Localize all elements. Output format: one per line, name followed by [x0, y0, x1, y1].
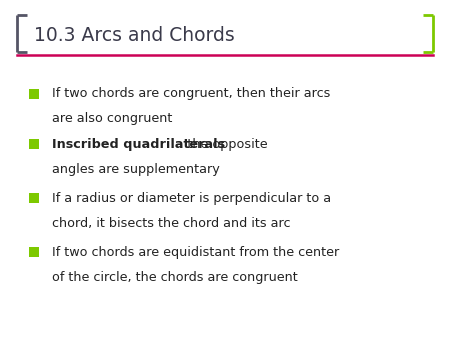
Text: of the circle, the chords are congruent: of the circle, the chords are congruent: [52, 271, 297, 284]
Text: If a radius or diameter is perpendicular to a: If a radius or diameter is perpendicular…: [52, 192, 331, 205]
Text: angles are supplementary: angles are supplementary: [52, 163, 220, 176]
Point: [30, 91, 37, 96]
Point: [30, 250, 37, 255]
Text: are also congruent: are also congruent: [52, 113, 172, 125]
Text: Inscribed quadrilaterals: Inscribed quadrilaterals: [52, 138, 225, 151]
Text: chord, it bisects the chord and its arc: chord, it bisects the chord and its arc: [52, 217, 290, 230]
Text: : the opposite: : the opposite: [179, 138, 268, 151]
Text: 10.3 Arcs and Chords: 10.3 Arcs and Chords: [34, 26, 234, 45]
Text: If two chords are equidistant from the center: If two chords are equidistant from the c…: [52, 246, 339, 259]
Point: [30, 196, 37, 201]
Text: If two chords are congruent, then their arcs: If two chords are congruent, then their …: [52, 87, 330, 100]
Point: [30, 142, 37, 147]
